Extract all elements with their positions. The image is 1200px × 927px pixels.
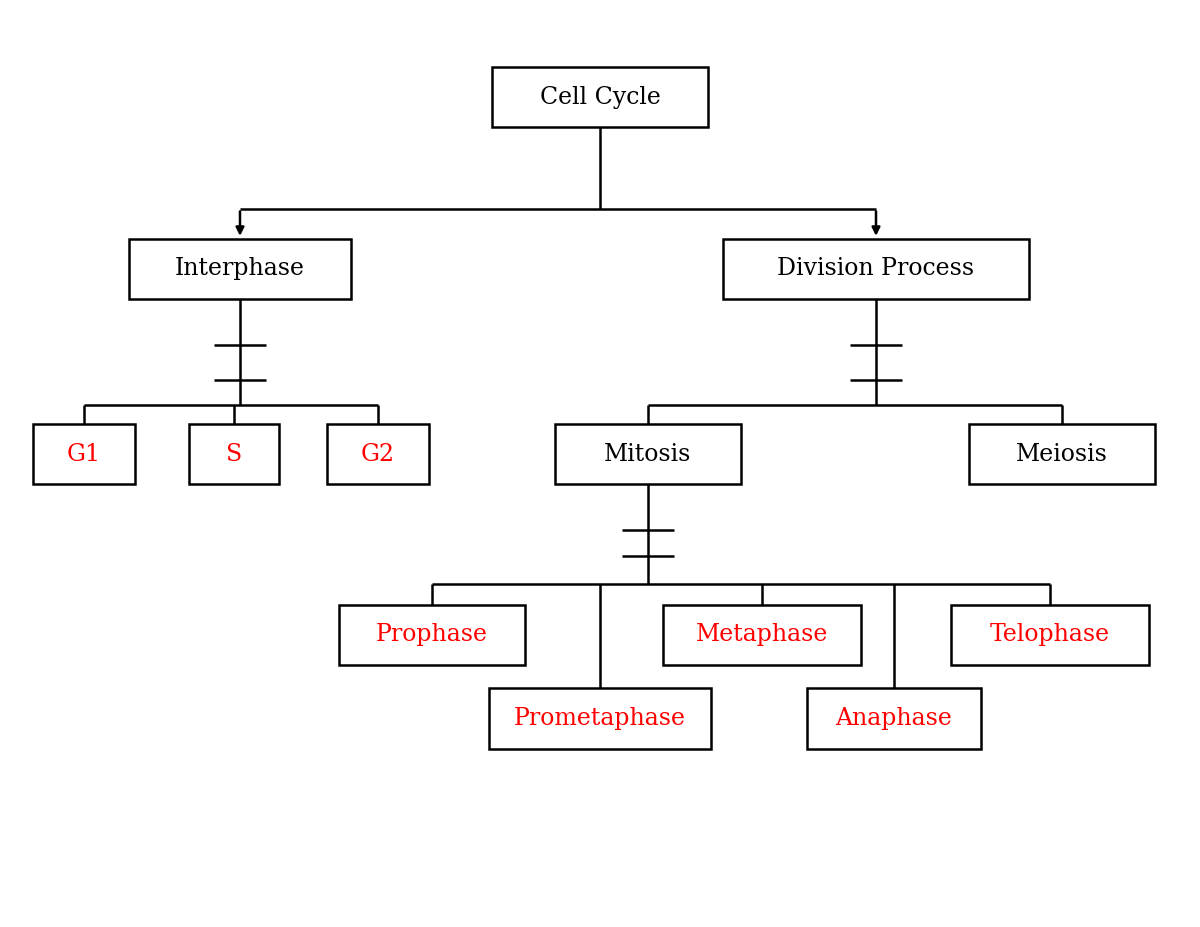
Text: Division Process: Division Process: [778, 258, 974, 280]
Text: Meiosis: Meiosis: [1016, 443, 1108, 465]
Bar: [490, 688, 710, 749]
Text: Prophase: Prophase: [376, 624, 488, 646]
Text: Mitosis: Mitosis: [605, 443, 691, 465]
Text: Telophase: Telophase: [990, 624, 1110, 646]
Text: Cell Cycle: Cell Cycle: [540, 86, 660, 108]
Bar: [722, 239, 1030, 298]
Bar: [662, 605, 862, 666]
Text: G2: G2: [361, 443, 395, 465]
Bar: [492, 68, 708, 128]
Text: Prometaphase: Prometaphase: [514, 707, 686, 730]
Text: Metaphase: Metaphase: [696, 624, 828, 646]
Bar: [34, 425, 136, 484]
Bar: [970, 425, 1154, 484]
Bar: [808, 688, 982, 749]
Text: G1: G1: [67, 443, 101, 465]
Bar: [326, 425, 430, 484]
Bar: [130, 239, 352, 298]
Bar: [338, 605, 526, 666]
Text: Interphase: Interphase: [175, 258, 305, 280]
Bar: [952, 605, 1150, 666]
Bar: [554, 425, 742, 484]
Bar: [190, 425, 278, 484]
Text: Anaphase: Anaphase: [835, 707, 953, 730]
Text: S: S: [226, 443, 242, 465]
